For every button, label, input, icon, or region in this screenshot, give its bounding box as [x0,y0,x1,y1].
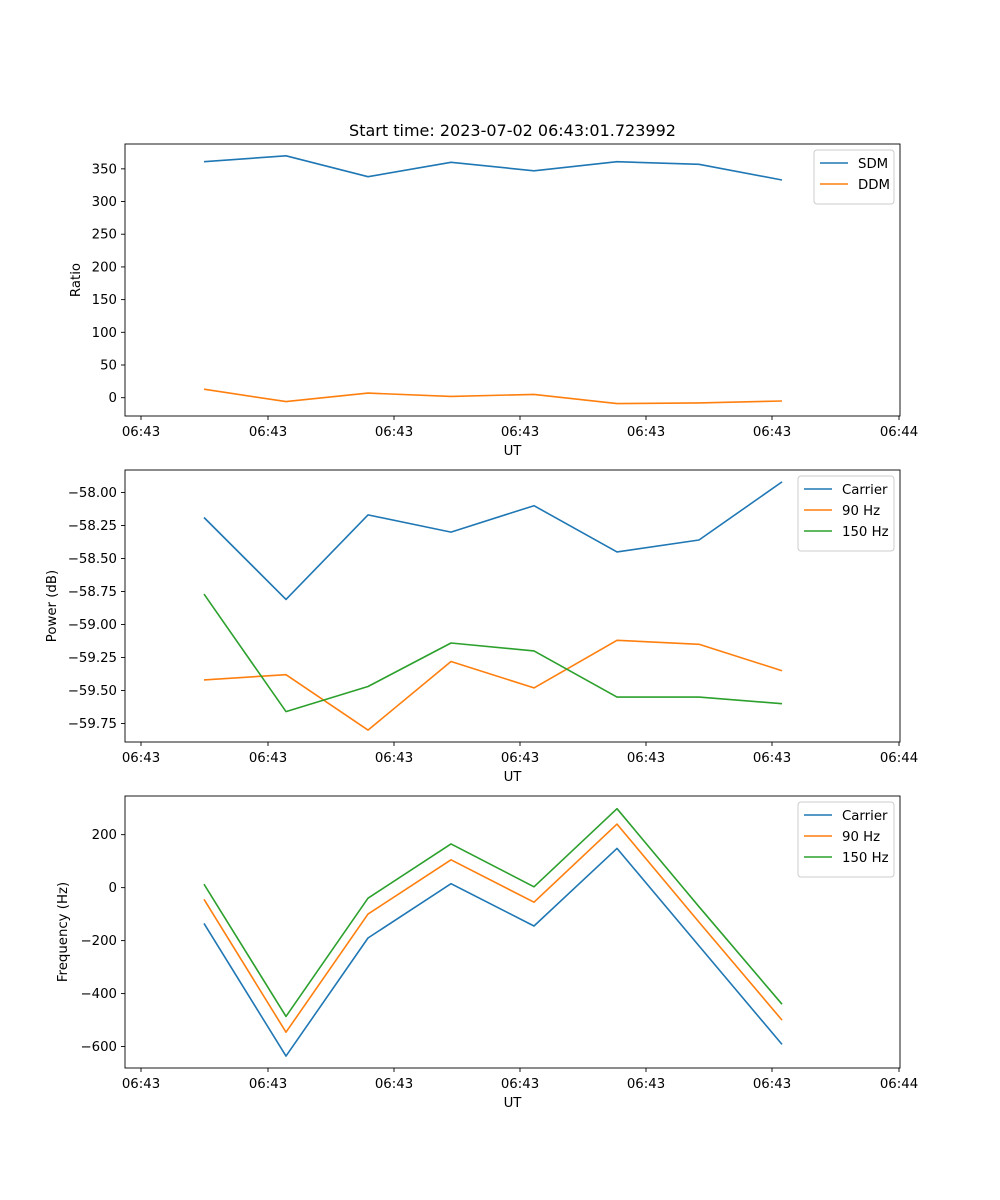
legend: SDM DDM [813,149,895,205]
y-tick-label: 0 [109,881,117,896]
y-tick-label: 200 [92,828,117,843]
series-line-90-hz [203,639,783,731]
legend-label: DDM [858,178,890,193]
x-tick-label: 06:43 [627,1077,665,1092]
chart-panel-3: 06:43 06:43 06:43 06:43 06:43 06:43 06:44 200 0 −… [56,795,918,1111]
y-tick-label: −58.00 [68,486,117,501]
series-line-ddm [203,388,783,405]
axes-frame [124,469,901,743]
chart-title: Start time: 2023-07-02 06:43:01.723992 [349,121,676,140]
legend-label: 150 Hz [842,525,889,540]
y-tick-label: 300 [92,195,117,210]
y-tick-label: 350 [92,162,117,177]
y-tick-label: −59.75 [68,717,117,732]
x-tick-label: 06:43 [122,751,160,766]
series-line-150-hz [203,593,783,713]
y-tick-label: 50 [100,359,117,374]
legend-label: Carrier [842,809,888,824]
y-tick-label: −58.25 [68,519,117,534]
x-axis-label: UT [504,1096,523,1111]
series-line-150-hz [203,807,783,1018]
legend: Carrier 90 Hz 150 Hz [797,801,895,878]
x-tick-label: 06:43 [375,751,413,766]
y-tick-label: −58.50 [68,552,117,567]
y-tick-label: 100 [92,326,117,341]
x-tick-label: 06:43 [122,1077,160,1092]
legend-label: SDM [858,157,888,172]
x-tick-label: 06:43 [627,751,665,766]
x-tick-label: 06:43 [122,425,160,440]
y-tick-label: −59.50 [68,684,117,699]
x-tick-label: 06:43 [753,425,791,440]
y-axis-label: Ratio [69,263,84,297]
x-tick-label: 06:43 [501,1077,539,1092]
x-tick-label: 06:43 [249,425,287,440]
chart-panel-2: 06:43 06:43 06:43 06:43 06:43 06:43 06:44 −58.0… [45,469,918,785]
axes-frame [124,795,901,1069]
y-tick-label: 250 [92,228,117,243]
y-tick-label: −600 [80,1040,117,1055]
x-tick-label: 06:43 [249,1077,287,1092]
y-axis-label: Power (dB) [45,570,60,642]
legend-label: 150 Hz [842,851,889,866]
legend-label: Carrier [842,483,888,498]
series-line-90-hz [203,823,783,1033]
x-tick-label: 06:44 [880,751,918,766]
axes-frame [124,143,901,417]
x-tick-label: 06:43 [501,425,539,440]
y-tick-label: −400 [80,987,117,1002]
y-tick-label: 0 [109,391,117,406]
x-tick-label: 06:43 [375,425,413,440]
chart-panel-1: Start time: 2023-07-02 06:43:01.723992 06… [69,121,918,459]
legend-box [797,475,895,552]
x-tick-label: 06:43 [627,425,665,440]
x-tick-label: 06:44 [880,425,918,440]
x-tick-label: 06:43 [501,751,539,766]
y-tick-label: −200 [80,934,117,949]
x-axis-label: UT [504,444,523,459]
x-tick-label: 06:43 [753,751,791,766]
y-tick-label: −58.75 [68,585,117,600]
x-tick-label: 06:44 [880,1077,918,1092]
x-tick-label: 06:43 [375,1077,413,1092]
x-axis-label: UT [504,770,523,785]
series-line-carrier [203,481,783,601]
y-tick-label: 150 [92,293,117,308]
legend-label: 90 Hz [842,830,880,845]
legend: Carrier 90 Hz 150 Hz [797,475,895,552]
y-tick-label: −59.00 [68,618,117,633]
series-line-carrier [203,847,783,1057]
series-line-sdm [203,155,783,181]
y-tick-label: −59.25 [68,651,117,666]
y-axis-label: Frequency (Hz) [56,882,71,982]
legend-box [797,801,895,878]
x-tick-label: 06:43 [249,751,287,766]
x-tick-label: 06:43 [753,1077,791,1092]
y-tick-label: 200 [92,260,117,275]
legend-label: 90 Hz [842,504,880,519]
